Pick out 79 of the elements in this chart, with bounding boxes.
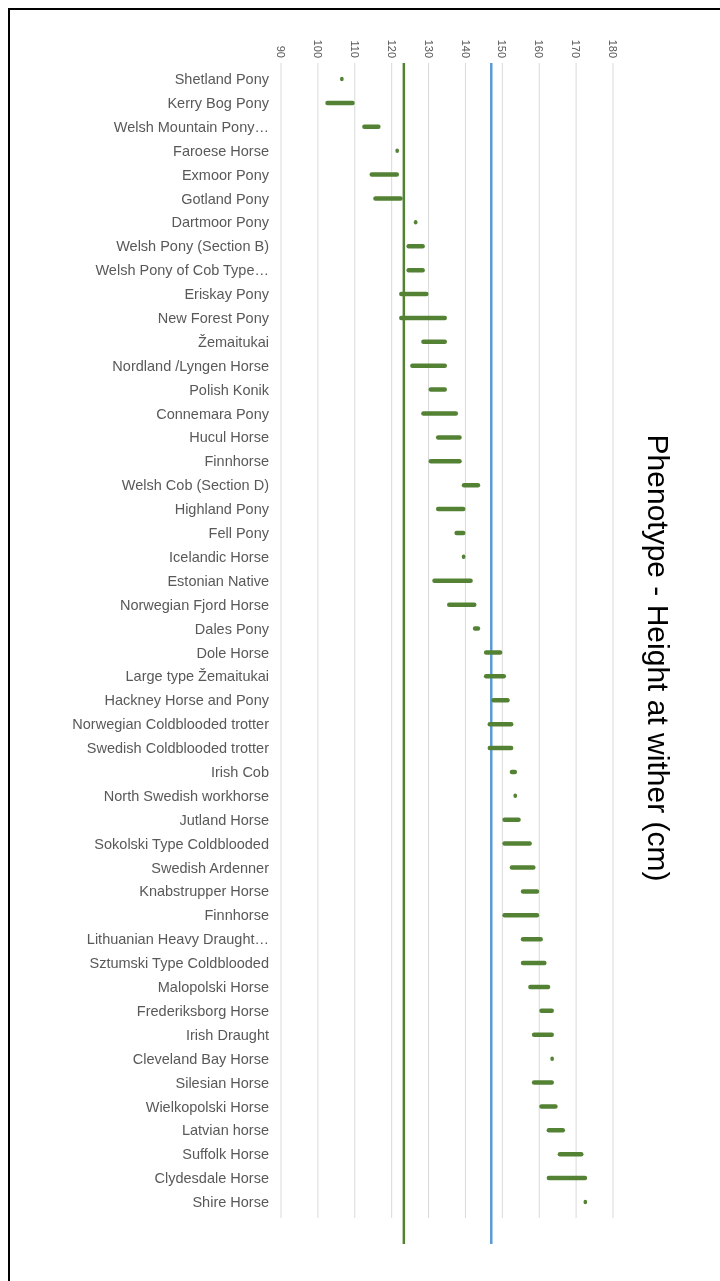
x-tick-label: 160 [533, 39, 546, 58]
y-tick-label: Norwegian Coldblooded trotter [72, 716, 270, 733]
y-tick-label: Welsh Pony (Section B) [116, 238, 269, 255]
y-tick-label: Polish Konik [189, 381, 270, 398]
y-tick-label: Žemaitukai [198, 333, 269, 350]
y-tick-label: Wielkopolski Horse [145, 1098, 269, 1115]
y-tick-label: Welsh Cob (Section D) [121, 477, 269, 494]
y-tick-label: Latvian horse [181, 1122, 269, 1139]
y-tick-label: Finnhorse [204, 453, 269, 470]
y-tick-label: Hucul Horse [189, 429, 269, 446]
y-tick-label: Welsh Mountain Pony… [113, 118, 269, 135]
y-tick-label: Jutland Horse [179, 811, 269, 828]
x-tick-label: 130 [422, 39, 435, 58]
y-tick-label: Faroese Horse [173, 142, 269, 159]
bar [447, 602, 477, 607]
x-tick-label: 150 [496, 39, 509, 58]
y-tick-label: Dole Horse [196, 644, 269, 661]
y-tick-label: Irish Cob [210, 763, 269, 780]
y-tick-label: Silesian Horse [175, 1074, 269, 1091]
y-tick-label: Icelandic Horse [169, 548, 269, 565]
y-tick-label: Swedish Ardenner [151, 859, 270, 876]
bar [531, 1032, 554, 1037]
y-tick-label: Cleveland Bay Horse [132, 1050, 269, 1067]
y-tick-label: Sokolski Type Coldblooded [94, 835, 269, 852]
bar [539, 1104, 558, 1109]
bar [483, 650, 503, 655]
y-tick-label: Irish Draught [185, 1026, 269, 1043]
bar [509, 865, 536, 870]
y-tick-label: Norwegian Fjord Horse [119, 596, 269, 613]
y-tick-label: Estonian Native [167, 572, 269, 589]
y-tick-label: North Swedish workhorse [103, 787, 269, 804]
bar [520, 889, 540, 894]
bar [531, 1080, 554, 1085]
bar [410, 363, 447, 368]
x-tick-label: 170 [570, 39, 583, 58]
y-tick-label: Suffolk Horse [182, 1146, 269, 1163]
bar [546, 1128, 566, 1133]
y-tick-label: Lithuanian Heavy Draught… [86, 931, 269, 948]
y-tick-label: Large type Žemaitukai [125, 668, 269, 685]
x-tick-label: 140 [459, 39, 472, 58]
y-tick-label: Malopolski Horse [157, 979, 269, 996]
y-tick-label: Gotland Pony [181, 190, 270, 207]
y-tick-label: Shetland Pony [174, 71, 270, 88]
y-tick-label: Finnhorse [204, 907, 269, 924]
y-tick-label: Connemara Pony [156, 405, 270, 422]
y-tick-label: Nordland /Lyngen Horse [112, 357, 269, 374]
x-tick-label: 90 [275, 45, 288, 58]
y-tick-label: New Forest Pony [157, 310, 270, 327]
bar [369, 172, 400, 177]
y-tick-label: Clydesdale Horse [154, 1170, 269, 1187]
y-tick-label: Dartmoor Pony [171, 214, 270, 231]
bar [421, 411, 459, 416]
bar [472, 626, 481, 631]
text: Phenotype - Height at wither (cm) [641, 434, 675, 882]
y-tick-label: Eriskay Pony [184, 286, 270, 303]
y-tick-label: Fell Pony [208, 525, 270, 542]
bar [483, 674, 507, 679]
y-tick-label: Welsh Pony of Cob Type… [95, 262, 269, 279]
y-tick-label: Sztumski Type Coldblooded [89, 955, 269, 972]
y-tick-label: Exmoor Pony [181, 166, 270, 183]
y-tick-label: Kerry Bog Pony [167, 94, 270, 111]
y-tick-label: Swedish Coldblooded trotter [86, 740, 270, 757]
bar [428, 387, 447, 392]
y-tick-label: Shire Horse [192, 1194, 269, 1211]
bar [406, 244, 425, 249]
y-tick-label: Highland Pony [174, 501, 270, 518]
y-tick-label: Knabstrupper Horse [139, 883, 269, 900]
bar [428, 459, 462, 464]
bar [502, 841, 532, 846]
bar [502, 913, 540, 918]
x-tick-label: 110 [348, 40, 361, 58]
bar [502, 817, 521, 822]
bar [435, 435, 462, 440]
x-tick-label: 120 [385, 39, 398, 58]
y-tick-label: Frederiksborg Horse [136, 1002, 269, 1019]
x-tick-label: 180 [607, 39, 620, 58]
y-tick-label: Dales Pony [194, 620, 270, 637]
x-tick-label: 100 [312, 39, 325, 58]
y-tick-label: Hackney Horse and Pony [104, 692, 270, 709]
